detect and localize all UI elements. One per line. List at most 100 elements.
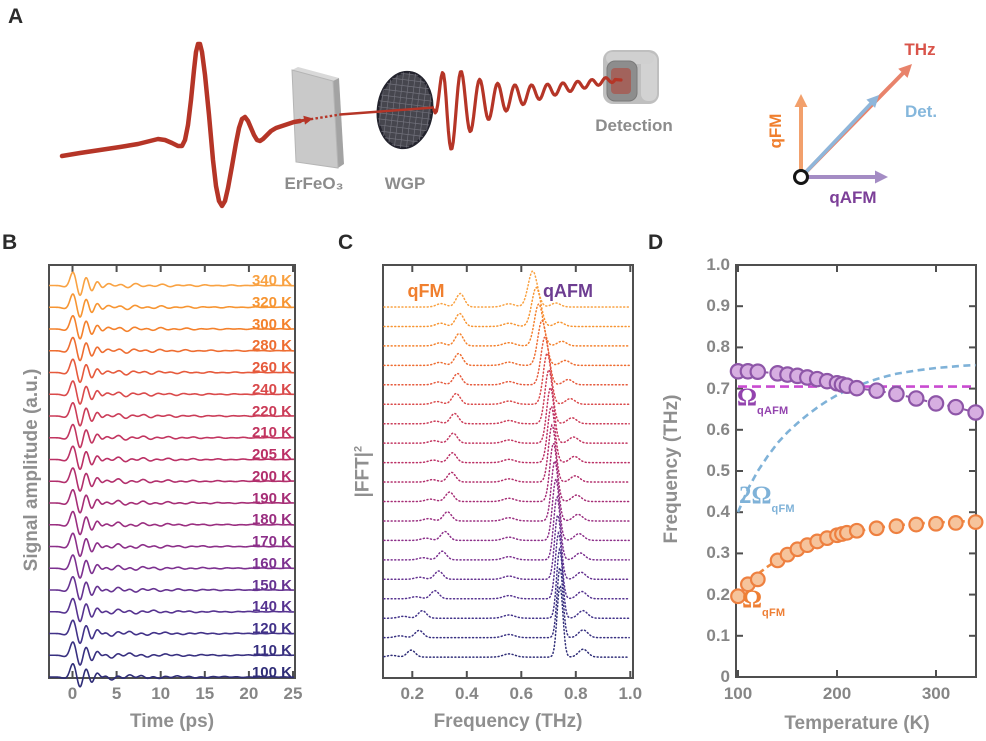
qafm-peak-annotation: qAFM <box>543 281 593 301</box>
temperature-label: 150 K <box>251 576 292 594</box>
fft-spectrum <box>383 423 630 483</box>
d-y-axis-label: Frequency (THz) <box>661 394 682 544</box>
tick-label: 100 <box>723 684 753 703</box>
det-vector-label: Det. <box>904 102 938 121</box>
fft-spectrum <box>383 477 630 542</box>
c-y-axis-label: |FFT|2 <box>348 427 373 517</box>
detector-box-face <box>641 53 657 101</box>
wgp-mesh-line <box>400 72 419 76</box>
tick-label: 0.8 <box>563 684 588 703</box>
wgp-mesh-line <box>383 88 431 96</box>
fft-spectrum <box>383 514 630 581</box>
det-vector-arrow <box>803 101 873 175</box>
time-trace <box>49 423 295 449</box>
qafm-vector-label: qAFM <box>829 188 877 207</box>
time-trace <box>49 315 295 340</box>
panel-c-frame <box>382 264 634 679</box>
fft-spectrum <box>383 459 630 522</box>
time-trace <box>49 641 295 666</box>
temperature-label: 180 K <box>251 511 292 529</box>
data-point-qafm <box>967 404 984 421</box>
data-point-qafm <box>888 385 905 403</box>
two-omega-qfm-subscript: qFM <box>771 503 795 515</box>
fft-spectrum <box>383 286 630 328</box>
tick-label: 0.6 <box>706 419 730 439</box>
time-trace <box>49 358 295 384</box>
panel-b-frame <box>48 264 296 679</box>
tick-label: 200 <box>822 684 852 703</box>
temperature-label: 160 K <box>251 554 292 572</box>
fft-spectrum <box>383 495 630 561</box>
data-point-qafm <box>907 390 925 407</box>
time-trace <box>49 467 295 492</box>
omega-qfm-symbol: Ω <box>742 586 763 613</box>
emitted-thz-wave <box>432 70 623 151</box>
c-x-axis-label: Frequency (THz) <box>433 711 583 732</box>
thz-vector-label: THz <box>904 40 936 59</box>
wgp-mesh-line <box>377 112 431 120</box>
wgp-mesh-line <box>379 124 427 132</box>
temperature-label: 120 K <box>251 620 292 637</box>
data-point-qafm <box>848 379 866 397</box>
omega-qfm-label: ΩqFM <box>742 586 785 619</box>
temperature-label: 140 K <box>251 598 292 616</box>
wgp-mesh-line <box>384 137 418 143</box>
omega-qafm-subscript: qAFM <box>757 405 789 417</box>
time-trace <box>49 576 295 601</box>
temperature-label: 200 K <box>251 467 292 485</box>
fft-spectrum <box>383 335 630 386</box>
time-trace <box>49 510 295 536</box>
data-point-qfm <box>967 514 984 530</box>
fft-spectrum <box>383 442 630 503</box>
temperature-label: 220 K <box>251 402 292 420</box>
data-point-qafm <box>947 398 965 416</box>
time-trace <box>49 271 295 297</box>
qfm-vector-label: qFM <box>766 113 785 149</box>
b-y-axis-label: Signal amplitude (a.u.) <box>21 368 42 572</box>
temperature-label: 210 K <box>251 424 292 442</box>
wgp-mesh-line <box>391 144 410 148</box>
tick-label: 300 <box>921 684 951 703</box>
temperature-label: 100 K <box>251 663 292 681</box>
tick-label: 0.4 <box>706 502 730 522</box>
panel-b-label: B <box>2 231 18 254</box>
qfm-vector-arrow-head <box>794 94 808 107</box>
crystal-label: ErFeO₃ <box>284 174 344 193</box>
tick-label: 5 <box>111 684 122 703</box>
data-point-qfm <box>928 515 944 532</box>
time-trace <box>49 554 295 579</box>
d-x-axis-label: Temperature (K) <box>784 713 930 734</box>
panel-a-label: A <box>8 5 24 28</box>
c-y-axis-exponent: 2 <box>352 445 365 453</box>
data-point-qfm <box>908 516 925 533</box>
tick-label: 0.3 <box>706 543 730 563</box>
data-point-qfm <box>868 520 885 537</box>
vector-origin-marker <box>793 169 809 185</box>
data-point-qfm <box>730 588 746 605</box>
time-trace <box>49 619 295 645</box>
panel-c-label: C <box>338 231 354 254</box>
two-omega-qfm-label: 2ΩqFM <box>739 482 795 515</box>
fft-spectrum <box>383 547 630 619</box>
tick-label: 0.5 <box>706 461 730 480</box>
data-point-qfm <box>749 571 766 588</box>
two-omega-qfm-symbol: 2Ω <box>739 482 772 509</box>
beam-through-crystal <box>305 113 341 122</box>
time-trace <box>49 532 295 558</box>
tick-label: 0 <box>720 667 730 686</box>
time-trace <box>49 597 295 623</box>
b-x-axis-label: Time (ps) <box>129 711 215 732</box>
polarizer-label: WGP <box>384 174 426 193</box>
tick-label: 1.0 <box>706 255 730 274</box>
panel-d-label: D <box>648 231 664 254</box>
tick-label: 0.4 <box>454 684 479 703</box>
data-point-qfm <box>848 522 865 539</box>
time-trace <box>49 336 295 362</box>
temperature-label: 170 K <box>251 533 292 550</box>
time-trace <box>49 380 295 405</box>
temperature-label: 340 K <box>251 272 292 289</box>
data-point-qfm <box>947 515 964 531</box>
tick-label: 0.1 <box>706 625 730 645</box>
fft-spectrum <box>383 368 630 425</box>
